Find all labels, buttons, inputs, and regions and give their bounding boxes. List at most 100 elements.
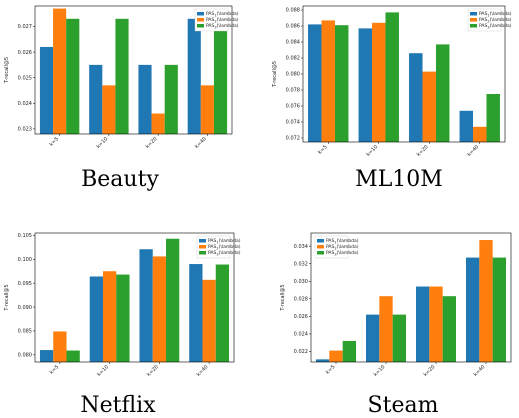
beauty-chart: 0.023 0.024 0.025 0.026 0.027 T-recall@5 k=5 k=… <box>4 5 239 150</box>
bar <box>89 276 103 362</box>
y-tick-label: 0.105 <box>18 233 32 239</box>
bar <box>166 238 180 362</box>
legend-swatch <box>317 245 324 249</box>
bar <box>53 8 67 135</box>
netflix-chart: 0.080 0.085 0.090 0.095 0.100 0.105 T-recall@5… <box>4 232 241 378</box>
y-tick-label: 0.084 <box>286 40 300 46</box>
x-tick-label: k=40 <box>473 364 487 378</box>
x-tick-label: k=10 <box>96 364 110 378</box>
bar <box>215 264 230 362</box>
y-axis-label: T-recall@5 <box>272 61 278 88</box>
y-tick-label: 0.076 <box>286 104 300 110</box>
legend-swatch <box>317 239 324 243</box>
x-tick-label: k=40 <box>466 144 480 158</box>
legend-swatch <box>199 239 206 243</box>
plot-frame <box>34 5 233 135</box>
legend-label: PAS3(\lambda) <box>208 250 241 256</box>
bar <box>409 53 423 143</box>
y-tick-label: 0.028 <box>294 297 308 303</box>
bar <box>392 314 406 362</box>
y-tick-label: 0.032 <box>294 261 308 267</box>
bar <box>164 64 178 134</box>
x-tick-label: k=20 <box>145 136 159 150</box>
x-tick-label: k=5 <box>317 144 329 156</box>
bar <box>89 64 103 134</box>
bar <box>473 126 487 142</box>
steam-chart: 0.022 0.024 0.026 0.028 0.030 0.032 0.034 T-rec… <box>280 232 512 378</box>
bar <box>152 256 167 362</box>
legend-label: PAS2(\lambda) <box>208 244 241 250</box>
bar <box>334 25 349 143</box>
y-tick-label: 0.034 <box>294 244 308 250</box>
legend-label: PAS3(\lambda) <box>326 250 359 256</box>
bar <box>379 296 393 362</box>
bar <box>466 257 480 362</box>
legend-label: PAS1(\lambda) <box>208 238 241 244</box>
bar <box>316 359 330 362</box>
bar <box>479 240 493 362</box>
y-tick-label: 0.088 <box>286 8 300 14</box>
x-tick-label: k=20 <box>416 144 430 158</box>
bar <box>151 113 165 134</box>
x-tick-label: k=10 <box>365 144 379 158</box>
bar <box>321 20 335 142</box>
x-tick-label: k=40 <box>196 364 210 378</box>
legend-swatch <box>317 251 324 255</box>
bar <box>39 46 54 134</box>
caption-beauty: Beauty <box>81 167 159 192</box>
legend-label: PAS2(\lambda) <box>326 244 359 250</box>
legend-label: PAS1(\lambda) <box>206 11 239 17</box>
legend-label: PAS2(\lambda) <box>206 17 239 23</box>
bar <box>442 296 456 362</box>
x-tick-label: k=20 <box>146 364 160 378</box>
bar <box>115 18 129 134</box>
y-axis-label: T-recall@5 <box>280 284 286 311</box>
bar <box>202 279 216 362</box>
x-tick-label: k=5 <box>325 364 337 376</box>
y-tick-label: 0.030 <box>294 279 308 285</box>
y-tick-label: 0.026 <box>18 50 32 56</box>
y-axis-label: T-recall@5 <box>4 57 10 84</box>
legend-swatch <box>470 12 477 16</box>
bar <box>189 264 203 362</box>
y-tick-label: 0.080 <box>286 72 300 78</box>
bar <box>66 18 80 134</box>
legend-swatch <box>197 12 204 16</box>
bar <box>342 340 356 362</box>
bar <box>200 85 214 134</box>
legend-swatch <box>197 24 204 28</box>
bar <box>435 44 450 142</box>
bar <box>39 350 54 362</box>
x-tick-label: k=10 <box>373 364 387 378</box>
bar <box>459 110 474 142</box>
bar <box>416 286 430 362</box>
legend-label: PAS2(\lambda) <box>479 17 512 23</box>
bar <box>139 249 153 362</box>
bar <box>422 71 436 142</box>
caption-ml10m: ML10M <box>355 167 443 192</box>
y-tick-label: 0.086 <box>286 24 300 30</box>
y-tick-label: 0.090 <box>18 305 32 311</box>
caption-steam: Steam <box>368 393 439 418</box>
y-tick-label: 0.072 <box>286 136 300 142</box>
y-tick-label: 0.025 <box>18 75 32 81</box>
legend-label: PAS1(\lambda) <box>479 11 512 17</box>
y-tick-label: 0.078 <box>286 88 300 94</box>
y-tick-label: 0.023 <box>18 127 32 133</box>
plot-frame <box>34 232 235 363</box>
y-tick-label: 0.026 <box>294 314 308 320</box>
bar <box>429 286 443 362</box>
y-tick-label: 0.022 <box>294 349 308 355</box>
legend-swatch <box>199 251 206 255</box>
legend-swatch <box>197 18 204 22</box>
y-axis-label: T-recall@5 <box>4 284 10 311</box>
plot-frame <box>310 232 512 363</box>
bar <box>372 22 386 142</box>
y-tick-label: 0.095 <box>18 281 32 287</box>
bar <box>385 12 399 143</box>
y-tick-label: 0.024 <box>294 332 308 338</box>
bar <box>102 85 116 134</box>
bar <box>308 24 322 142</box>
y-tick-label: 0.085 <box>18 329 32 335</box>
